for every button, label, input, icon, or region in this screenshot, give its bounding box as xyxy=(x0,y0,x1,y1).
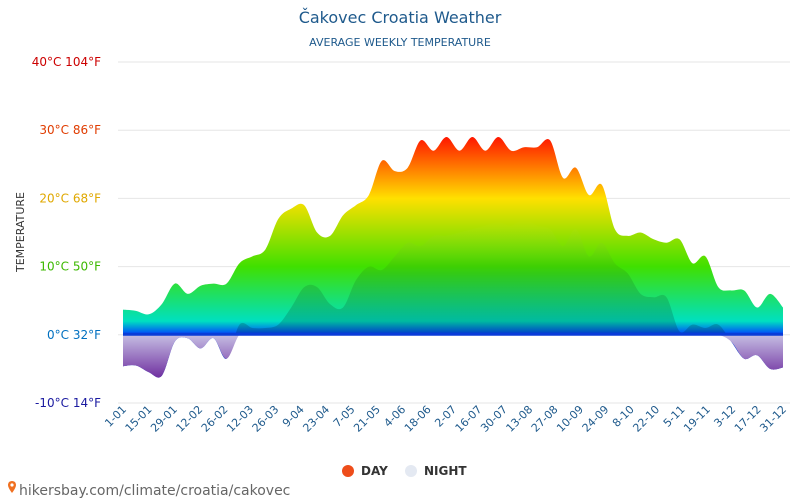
y-axis-ticks: 40°C 104°F 30°C 86°F 20°C 68°F 10°C 50°F 0°C… xyxy=(32,55,101,410)
legend-label: NIGHT xyxy=(424,464,467,478)
x-tick-label: 13-08 xyxy=(504,403,536,435)
x-tick-label: 31-12 xyxy=(757,403,789,435)
chart-subtitle: AVERAGE WEEKLY TEMPERATURE xyxy=(309,36,491,49)
x-tick-label: 21-05 xyxy=(351,403,383,435)
y-axis-label: TEMPERATURE xyxy=(14,192,27,273)
x-tick-label: 18-06 xyxy=(402,403,434,435)
legend-marker xyxy=(405,465,417,477)
x-tick-label: 17-12 xyxy=(732,403,764,435)
x-tick-label: 23-04 xyxy=(300,403,332,435)
y-tick-label: 30°C 86°F xyxy=(39,123,101,137)
legend-item-night[interactable]: NIGHT xyxy=(405,464,467,478)
x-tick-label: 24-09 xyxy=(580,403,612,435)
x-tick-label: 16-07 xyxy=(453,403,485,435)
x-tick-label: 26-03 xyxy=(250,403,282,435)
legend[interactable]: DAY NIGHT xyxy=(342,464,467,478)
x-tick-label: 12-02 xyxy=(174,403,206,435)
y-tick-label: 0°C 32°F xyxy=(47,328,101,342)
x-tick-label: 15-01 xyxy=(123,403,155,435)
source-url[interactable]: hikersbay.com/climate/croatia/cakovec xyxy=(19,483,290,499)
source-link[interactable]: hikersbay.com/climate/croatia/cakovec xyxy=(8,481,290,499)
x-tick-label: 26-02 xyxy=(199,403,231,435)
night-below-zero-area xyxy=(123,333,783,378)
x-tick-label: 12-03 xyxy=(224,403,256,435)
y-tick-label: 10°C 50°F xyxy=(39,260,101,274)
y-tick-label: -10°C 14°F xyxy=(35,396,101,410)
chart-title: Čakovec Croatia Weather xyxy=(299,8,502,27)
legend-label: DAY xyxy=(361,464,388,478)
map-pin-icon xyxy=(8,481,16,493)
y-tick-label: 40°C 104°F xyxy=(32,55,101,69)
x-tick-label: 22-10 xyxy=(630,403,662,435)
x-axis-ticks: 1-0115-0129-0112-0226-0212-0326-039-0423… xyxy=(102,403,789,435)
x-tick-label: 27-08 xyxy=(529,403,561,435)
night-series-shade xyxy=(123,218,783,378)
x-tick-label: 29-01 xyxy=(148,403,180,435)
x-tick-label: 30-07 xyxy=(478,403,510,435)
plot-areas xyxy=(123,137,783,378)
x-tick-label: 10-09 xyxy=(554,403,586,435)
zero-band xyxy=(123,332,783,336)
x-tick-label: 19-11 xyxy=(681,403,713,435)
legend-marker xyxy=(342,465,354,477)
y-tick-label: 20°C 68°F xyxy=(39,191,101,205)
legend-item-day[interactable]: DAY xyxy=(342,464,388,478)
